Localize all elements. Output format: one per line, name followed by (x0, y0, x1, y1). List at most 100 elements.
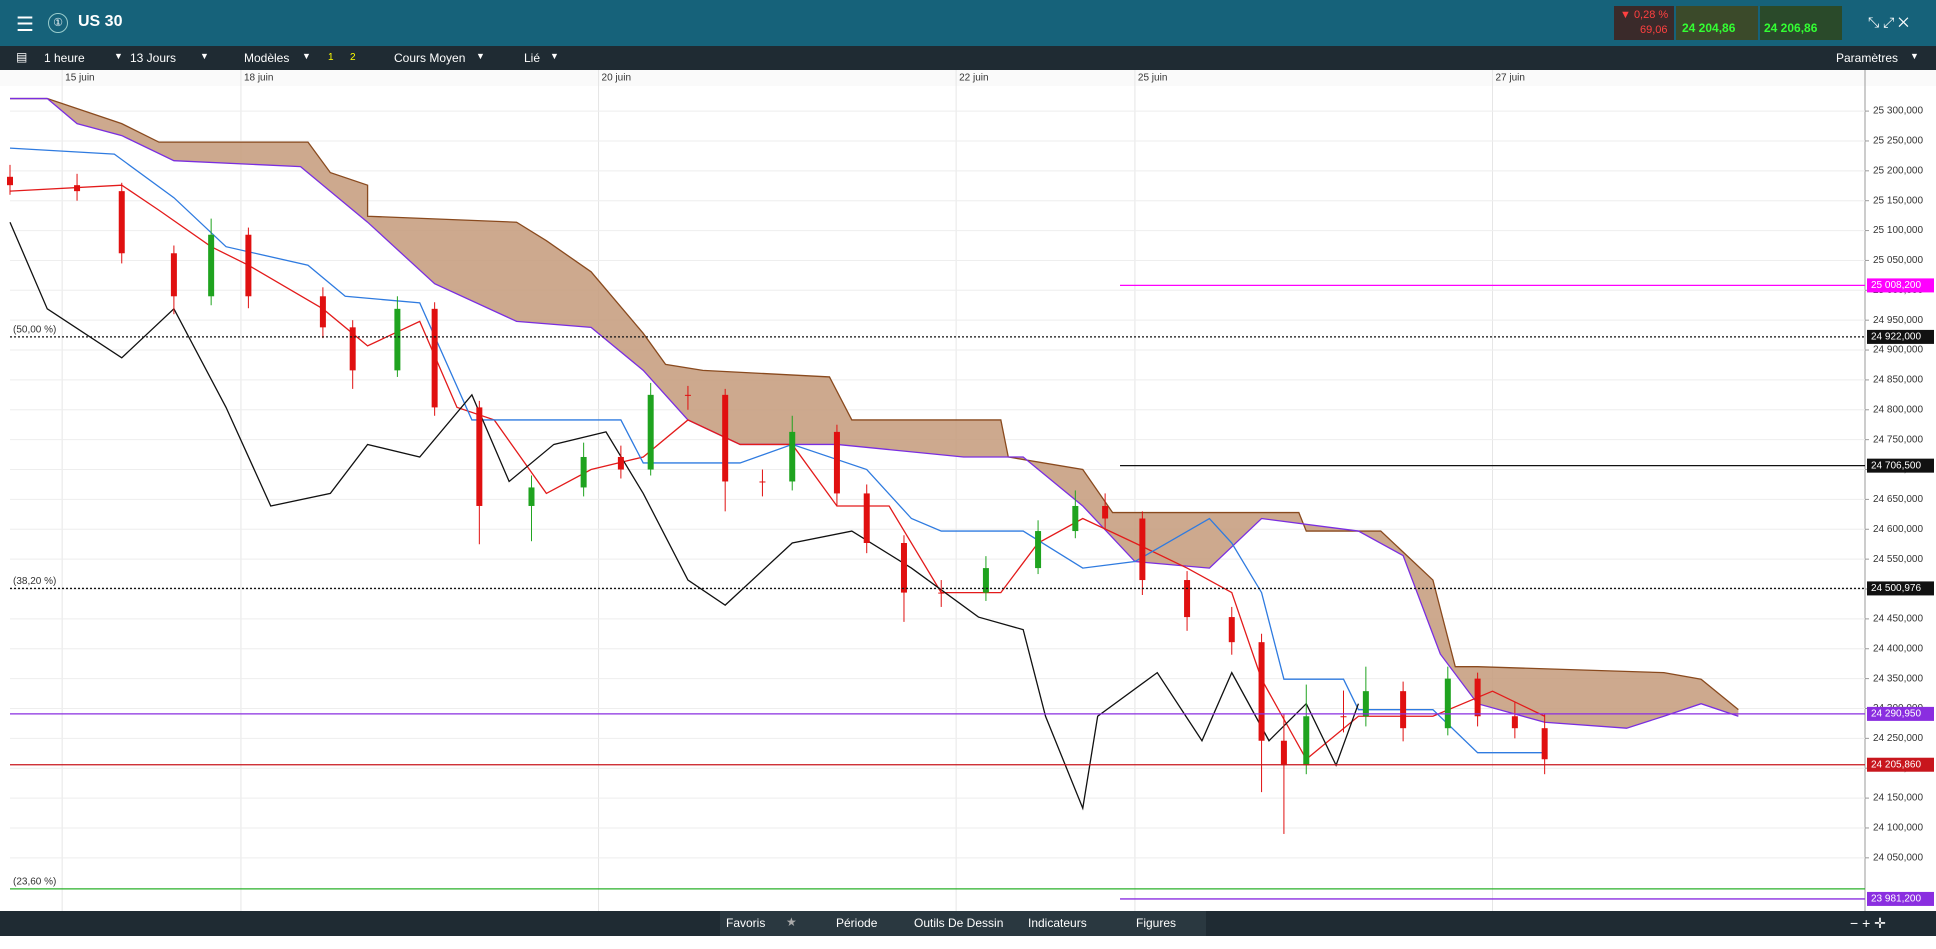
y-tick-label: 25 050,000 (1873, 255, 1923, 266)
level-badge (1867, 757, 1934, 772)
candle-body (1184, 580, 1191, 618)
menu-button[interactable]: ☰ (16, 14, 34, 36)
link[interactable]: Lié (524, 51, 541, 65)
candle-body (74, 185, 81, 192)
info-button[interactable]: ① (48, 13, 68, 33)
period[interactable]: 13 Jours (130, 51, 177, 65)
candle-body (7, 176, 13, 186)
y-tick-label: 25 100,000 (1873, 225, 1923, 236)
tab[interactable]: Outils De Dessin (914, 916, 1004, 930)
level-label: 25 008,200 (1871, 280, 1921, 291)
candle-body (170, 253, 177, 297)
y-tick-label: 24 250,000 (1873, 733, 1923, 744)
candle-body (617, 456, 624, 470)
sell-box[interactable] (1676, 6, 1758, 40)
y-tick-label: 24 900,000 (1873, 345, 1923, 356)
candle-body (900, 543, 907, 593)
level-label: 24 922,000 (1871, 332, 1921, 343)
level-badge (1867, 706, 1934, 721)
candle-body (319, 296, 326, 328)
footer: Favoris ★ Période Outils De Dessin Indic… (0, 911, 1936, 936)
candle-body (833, 431, 840, 494)
dropdown[interactable]: ▼ (1910, 51, 1919, 61)
header: ☰ ① US 30 ▼ 0,28 % 69,06 24 204,86 24 20… (0, 0, 1936, 46)
star[interactable]: ★ (786, 915, 797, 929)
candle-body (1303, 716, 1310, 766)
y-tick-label: 25 150,000 (1873, 195, 1923, 206)
change-abs: 69,06 (1640, 24, 1668, 36)
candle-body (1258, 642, 1265, 741)
candle-body (1072, 505, 1079, 532)
candle-body (245, 234, 252, 297)
tab[interactable]: Favoris (726, 916, 766, 930)
templates[interactable]: Modèles (244, 51, 290, 65)
date-row (0, 70, 1936, 86)
candle-body (938, 592, 945, 594)
candle-body (528, 487, 535, 506)
candle-body (759, 481, 766, 483)
y-tick-label: 24 750,000 (1873, 434, 1923, 445)
tab-strip (720, 911, 1206, 936)
dropdown[interactable]: ▼ (302, 51, 311, 61)
y-tick-label: 25 250,000 (1873, 136, 1923, 147)
window-buttons[interactable]: ⤡ ⤢ ✕ (1868, 14, 1909, 30)
candle-body (863, 493, 870, 544)
dropdown[interactable]: ▼ (476, 51, 485, 61)
candle-body (684, 394, 691, 396)
x-tick-label: 27 juin (1496, 73, 1525, 84)
candle-body (1474, 678, 1481, 717)
x-tick-label: 20 juin (602, 73, 631, 84)
candle-body (1228, 617, 1235, 643)
y-tick-label: 24 800,000 (1873, 404, 1923, 415)
dropdown[interactable]: ▼ (200, 51, 209, 61)
price-type[interactable]: Cours Moyen (394, 51, 466, 65)
list-icon[interactable]: ▤ (16, 50, 28, 64)
y-tick-label: 24 400,000 (1873, 643, 1923, 654)
layout-1[interactable]: 1 (328, 52, 334, 63)
buy-price[interactable]: 24 206,86 (1764, 21, 1818, 35)
tab[interactable]: Période (836, 916, 878, 930)
candle-body (208, 234, 215, 297)
y-tick-label: 25 200,000 (1873, 165, 1923, 176)
candle-body (1444, 678, 1451, 729)
tab[interactable]: Figures (1136, 916, 1177, 930)
candle-body (789, 431, 796, 482)
tab[interactable]: Indicateurs (1028, 916, 1087, 930)
candle-body (431, 308, 438, 408)
indicator-line (9, 147, 1545, 754)
level-label: 24 205,860 (1871, 759, 1921, 770)
fib-label: (50,00 %) (13, 325, 56, 336)
x-tick-label: 22 juin (959, 73, 988, 84)
x-tick-label: 25 juin (1138, 73, 1167, 84)
fib-label: (38,20 %) (13, 576, 56, 587)
sell-price[interactable]: 24 204,86 (1682, 21, 1736, 35)
toolbar: ▤ 1 heure ▼ 13 Jours ▼ Modèles ▼ 1 2 Cou… (0, 46, 1936, 70)
buy-box[interactable] (1760, 6, 1842, 40)
candle-body (1102, 505, 1109, 519)
senkou-a (10, 97, 1739, 729)
interval[interactable]: 1 heure (44, 51, 85, 65)
change-box (1614, 6, 1674, 40)
zoom-buttons[interactable]: − + ✛ (1850, 915, 1886, 931)
level-badge (1867, 329, 1934, 344)
instrument[interactable]: US 30 (78, 13, 123, 30)
level-label: 23 981,200 (1871, 894, 1921, 905)
y-tick-label: 24 650,000 (1873, 494, 1923, 505)
candle-body (1035, 531, 1042, 569)
candle-body (1139, 518, 1146, 581)
dropdown[interactable]: ▼ (114, 51, 123, 61)
y-tick-label: 24 600,000 (1873, 524, 1923, 535)
layout-2[interactable]: 2 (350, 52, 356, 63)
x-tick-label: 15 juin (65, 73, 94, 84)
level-label: 24 706,500 (1871, 460, 1921, 471)
candle-body (580, 456, 587, 488)
level-badge (1867, 891, 1934, 906)
dropdown[interactable]: ▼ (550, 51, 559, 61)
senkou-b (10, 97, 1739, 711)
change-pct: ▼ 0,28 % (1620, 9, 1669, 21)
y-tick-label: 24 150,000 (1873, 793, 1923, 804)
settings[interactable]: Paramètres (1836, 51, 1899, 65)
indicator-line (9, 184, 1545, 761)
candle-body (1280, 740, 1287, 766)
